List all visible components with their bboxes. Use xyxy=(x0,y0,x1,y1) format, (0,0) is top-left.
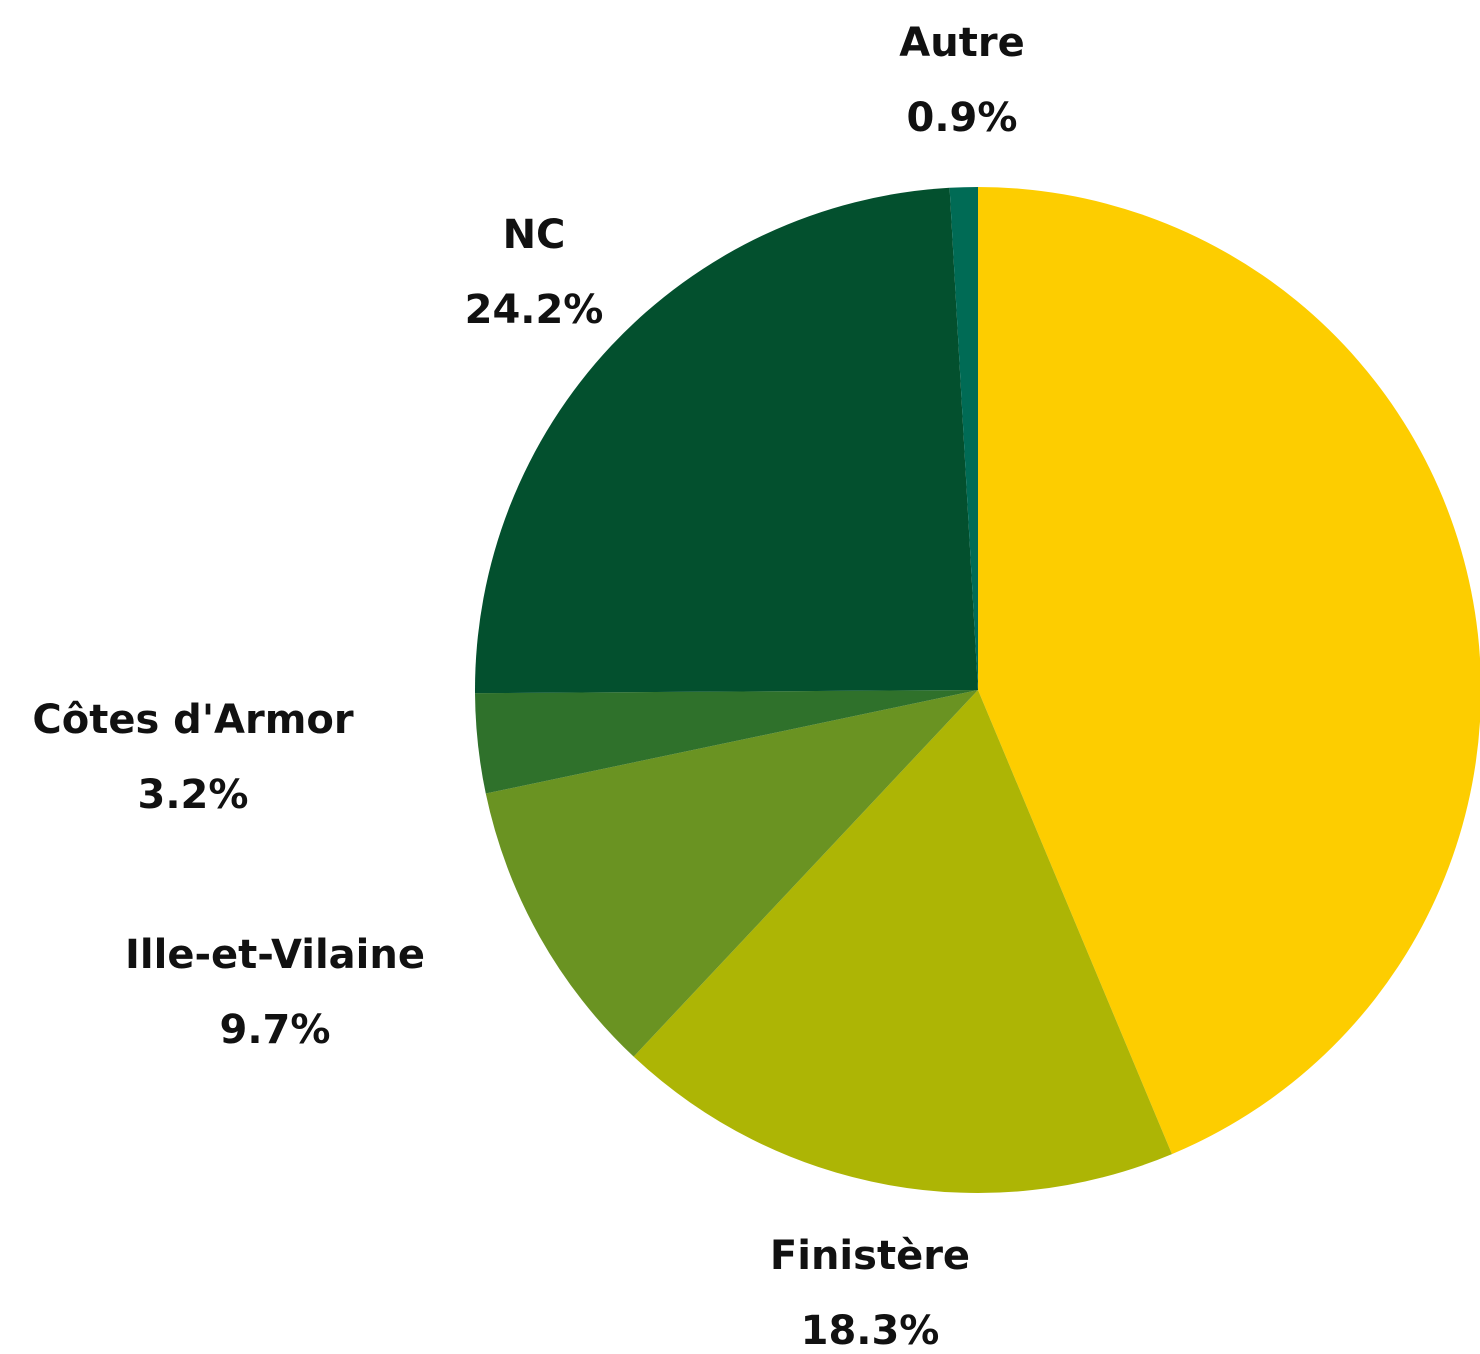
slice-value-label: 9.7% xyxy=(220,1007,331,1053)
slice-label: NC xyxy=(503,212,566,258)
slice-value-label: 0.9% xyxy=(907,95,1018,141)
pie-slice xyxy=(633,690,1172,1193)
slice-label: Côtes d'Armor xyxy=(32,697,354,743)
slice-label: Autre xyxy=(899,20,1024,66)
slice-value-label: 24.2% xyxy=(465,287,604,333)
pie-slice xyxy=(475,187,978,694)
slice-value-label: 18.3% xyxy=(801,1308,940,1354)
slice-label: Finistère xyxy=(770,1233,970,1279)
slice-value-label: 3.2% xyxy=(138,772,249,818)
slice-label: Ille-et-Vilaine xyxy=(125,932,425,978)
pie-slice xyxy=(475,690,978,794)
pie-slice xyxy=(978,187,1480,1155)
pie-slice xyxy=(485,690,978,1057)
pie-slice xyxy=(949,187,978,690)
